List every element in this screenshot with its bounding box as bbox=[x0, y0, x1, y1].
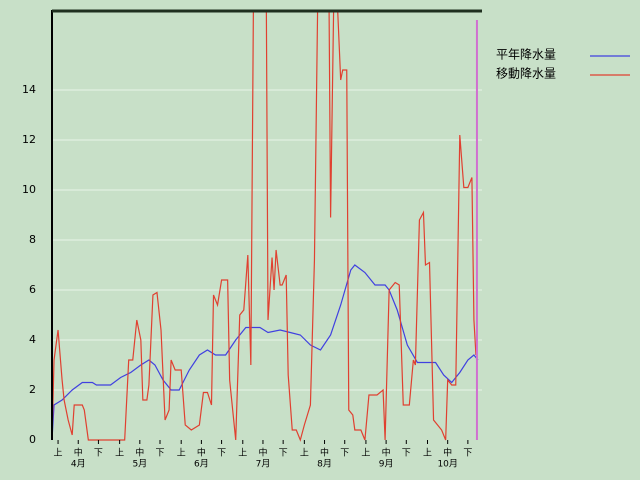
y-tick-label: 8 bbox=[29, 233, 36, 246]
y-tick-label: 2 bbox=[29, 383, 36, 396]
y-tick-label: 12 bbox=[22, 133, 36, 146]
month-label: 6月 bbox=[194, 459, 209, 470]
x-tick-label: 中 bbox=[258, 447, 267, 459]
month-label: 8月 bbox=[317, 459, 332, 470]
x-tick-label: 上 bbox=[115, 448, 124, 459]
x-tick-label: 中 bbox=[74, 447, 83, 459]
x-tick-label: 下 bbox=[463, 449, 472, 459]
x-tick-label: 下 bbox=[402, 449, 411, 459]
x-tick-label: 上 bbox=[238, 448, 247, 459]
month-label: 7月 bbox=[256, 459, 271, 470]
x-tick-label: 上 bbox=[54, 448, 63, 459]
x-tick-label: 中 bbox=[197, 447, 206, 459]
legend-label: 平年降水量 bbox=[496, 48, 556, 62]
x-tick-label: 中 bbox=[135, 447, 144, 459]
month-label: 4月 bbox=[71, 459, 86, 470]
x-tick-label: 上 bbox=[177, 448, 186, 459]
x-tick-label: 上 bbox=[300, 448, 309, 459]
x-tick-label: 中 bbox=[320, 447, 329, 459]
x-tick-label: 下 bbox=[279, 449, 288, 459]
x-tick-label: 下 bbox=[217, 449, 226, 459]
x-tick-label: 上 bbox=[423, 448, 432, 459]
x-tick-label: 下 bbox=[155, 449, 164, 459]
data-line bbox=[52, 10, 477, 442]
x-tick-label: 中 bbox=[443, 447, 452, 459]
data-line bbox=[52, 264, 479, 441]
y-tick-label: 10 bbox=[22, 183, 36, 196]
month-label: 9月 bbox=[379, 459, 394, 470]
y-tick-label: 4 bbox=[29, 333, 36, 346]
month-label: 10月 bbox=[437, 459, 457, 470]
y-tick-label: 14 bbox=[22, 83, 36, 96]
x-tick-label: 中 bbox=[382, 447, 391, 459]
y-tick-label: 6 bbox=[29, 283, 36, 296]
y-tick-label: 0 bbox=[29, 433, 36, 446]
x-tick-label: 下 bbox=[340, 449, 349, 459]
legend-label: 移動降水量 bbox=[496, 67, 556, 81]
x-tick-label: 下 bbox=[94, 449, 103, 459]
x-tick-label: 上 bbox=[361, 448, 370, 459]
month-label: 5月 bbox=[132, 459, 147, 470]
